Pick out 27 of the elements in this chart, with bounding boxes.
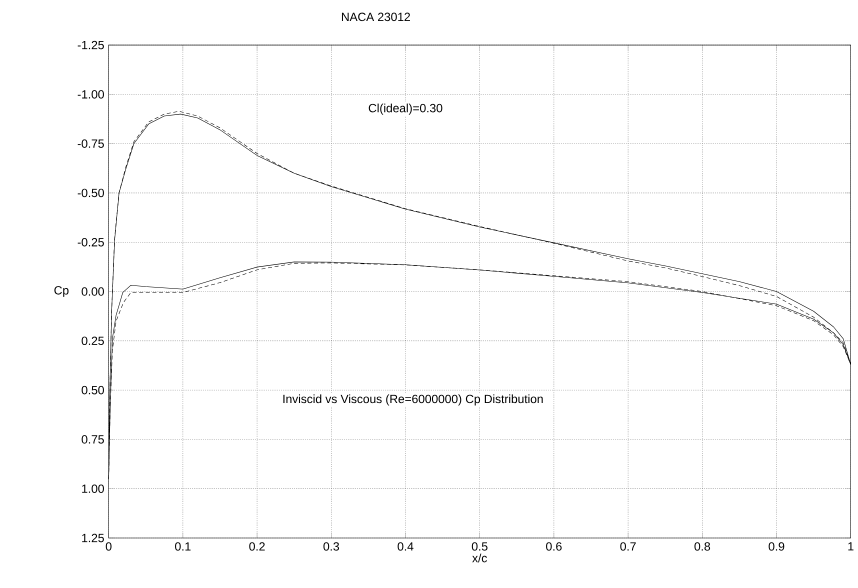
x-tick-label: 0.4 bbox=[398, 542, 414, 551]
y-tick-label: 1.25 bbox=[82, 534, 104, 542]
y-tick-label: -0.25 bbox=[78, 238, 104, 246]
y-tick-label: 0.75 bbox=[82, 435, 104, 444]
x-tick-label: 0.6 bbox=[546, 542, 562, 551]
x-tick-label: 0.5 bbox=[472, 542, 488, 551]
y-tick-label: -1.25 bbox=[78, 40, 104, 50]
x-tick-label: 0.9 bbox=[768, 542, 784, 551]
annotation: Inviscid vs Viscous (Re=6000000) Cp Distribution bbox=[283, 394, 543, 406]
x-tick-label: 0.1 bbox=[175, 542, 191, 551]
x-tick-label: 0.3 bbox=[323, 542, 340, 551]
x-tick-label: 0.8 bbox=[694, 542, 710, 551]
y-tick-label: -1.00 bbox=[78, 90, 104, 98]
y-axis-title: Cp bbox=[54, 286, 69, 297]
x-axis-title: x/c bbox=[472, 553, 487, 562]
y-tick-label: -0.50 bbox=[78, 188, 104, 198]
x-tick-label: 0 bbox=[106, 542, 112, 551]
y-tick-label: 0.50 bbox=[82, 386, 104, 394]
y-tick-label: 0.00 bbox=[82, 287, 104, 296]
x-tick-label: 0.2 bbox=[249, 542, 265, 551]
y-tick-label: 1.00 bbox=[82, 484, 104, 493]
x-tick-label: 1 bbox=[848, 542, 854, 550]
x-tick-label: 0.7 bbox=[620, 542, 636, 551]
y-tick-label: 0.25 bbox=[82, 336, 104, 345]
y-tick-label: -0.75 bbox=[78, 139, 104, 148]
chart-title: NACA 23012 bbox=[342, 12, 410, 21]
annotation: Cl(ideal)=0.30 bbox=[368, 103, 442, 115]
